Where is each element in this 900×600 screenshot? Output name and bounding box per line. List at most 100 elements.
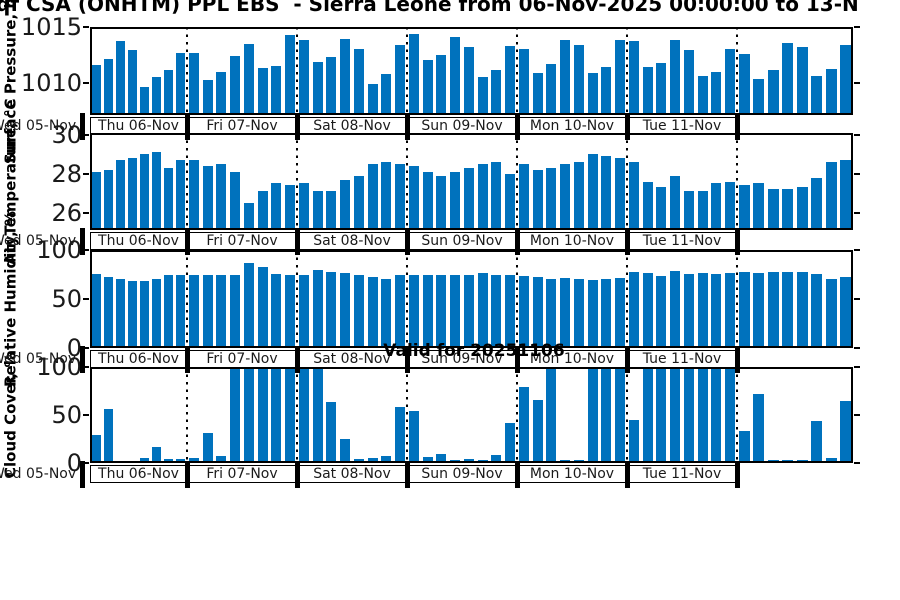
- bar: [573, 279, 584, 348]
- y-tick-label: 28: [51, 159, 82, 188]
- bar: [560, 40, 571, 115]
- y-tick-mark-right: [854, 249, 860, 251]
- bar: [422, 60, 433, 115]
- bar: [532, 277, 543, 348]
- bar: [825, 69, 837, 115]
- day-boundary-tick: [515, 228, 520, 255]
- bar: [642, 272, 653, 348]
- day-boundary-tick: [735, 228, 740, 255]
- bar: [505, 45, 516, 115]
- bar: [140, 154, 150, 230]
- bar: [477, 164, 488, 230]
- bar: [505, 275, 516, 348]
- y-tick-mark-right: [854, 347, 860, 349]
- bar: [271, 367, 282, 463]
- bar: [326, 401, 337, 463]
- day-label: Thu 06-Nov: [98, 466, 179, 482]
- bar: [216, 275, 227, 348]
- bar: [127, 158, 137, 230]
- bar: [91, 273, 101, 348]
- bar: [587, 72, 598, 115]
- bar: [188, 274, 199, 348]
- day-boundary-dotted-line: [626, 133, 628, 230]
- day-boundary-dotted-line: [626, 27, 628, 115]
- day-label: Sun 09-Nov: [421, 351, 503, 367]
- axis-frame: [90, 133, 853, 230]
- bar: [340, 179, 351, 230]
- day-boundary-dotted-line: [736, 250, 738, 348]
- bar: [825, 279, 837, 348]
- y-tick-mark-left: [83, 172, 89, 175]
- bar: [202, 80, 213, 115]
- y-tick-mark-left: [83, 211, 89, 214]
- axis-frame: [90, 27, 853, 115]
- bar: [711, 183, 722, 230]
- day-label: Sat 08-Nov: [313, 233, 391, 249]
- bar: [796, 187, 808, 230]
- y-tick-label: 0: [66, 334, 82, 362]
- bar: [140, 458, 150, 463]
- day-label: Sat 08-Nov: [313, 118, 391, 134]
- bar: [381, 456, 392, 463]
- y-tick-mark-right: [854, 414, 860, 416]
- bar: [188, 52, 199, 115]
- bar: [628, 162, 639, 230]
- day-label: Fri 07-Nov: [206, 466, 278, 482]
- bar: [243, 43, 254, 115]
- bar: [615, 367, 626, 463]
- bar: [738, 53, 750, 115]
- bar: [152, 152, 162, 230]
- bar: [312, 61, 323, 115]
- bar: [796, 47, 808, 115]
- bar: [140, 87, 150, 115]
- day-boundary-dotted-line: [296, 250, 298, 348]
- bar: [395, 275, 406, 348]
- y-tick-mark-left: [83, 133, 89, 136]
- bar: [340, 272, 351, 348]
- bar: [753, 79, 765, 115]
- bar: [285, 367, 296, 463]
- bar: [103, 409, 113, 463]
- bar: [257, 367, 268, 463]
- day-label: Thu 06-Nov: [98, 233, 179, 249]
- bar: [103, 169, 113, 230]
- bar: [257, 266, 268, 348]
- y-tick-label: 100: [36, 353, 82, 381]
- bar: [367, 83, 378, 115]
- day-label: Tue 11-Nov: [642, 118, 722, 134]
- day-boundary-dotted-line: [406, 250, 408, 348]
- valid-for-label: Valid for 20251106: [383, 341, 565, 361]
- bar: [560, 278, 571, 348]
- bar: [518, 276, 529, 348]
- day-label: Mon 10-Nov: [529, 118, 615, 134]
- y-axis-label: Cloud Cover, %: [1, 352, 20, 478]
- bar: [422, 457, 433, 463]
- bar: [326, 191, 337, 230]
- bar: [298, 40, 309, 115]
- bar: [491, 455, 502, 463]
- bar: [408, 165, 419, 230]
- bar: [340, 439, 351, 463]
- bar: [285, 185, 296, 230]
- bar: [152, 446, 162, 463]
- day-boundary-tick: [185, 346, 190, 373]
- day-boundary-tick: [295, 461, 300, 488]
- bar: [103, 277, 113, 348]
- bar: [753, 272, 765, 348]
- day-boundary-tick: [735, 113, 740, 140]
- day-boundary-dotted-line: [186, 133, 188, 230]
- bar: [188, 458, 199, 463]
- day-label: Fri 07-Nov: [206, 351, 278, 367]
- day-boundary-dotted-line: [516, 367, 518, 463]
- bar: [436, 54, 447, 115]
- bar: [767, 70, 779, 115]
- bar: [164, 167, 174, 230]
- day-boundary-dotted-line: [516, 133, 518, 230]
- y-tick-label: 30: [51, 120, 82, 149]
- left-day-label: Wed 05-Nov: [0, 118, 77, 134]
- day-boundary-tick: [185, 228, 190, 255]
- bar: [546, 367, 557, 463]
- bar: [353, 175, 364, 230]
- day-boundary-dotted-line: [186, 250, 188, 348]
